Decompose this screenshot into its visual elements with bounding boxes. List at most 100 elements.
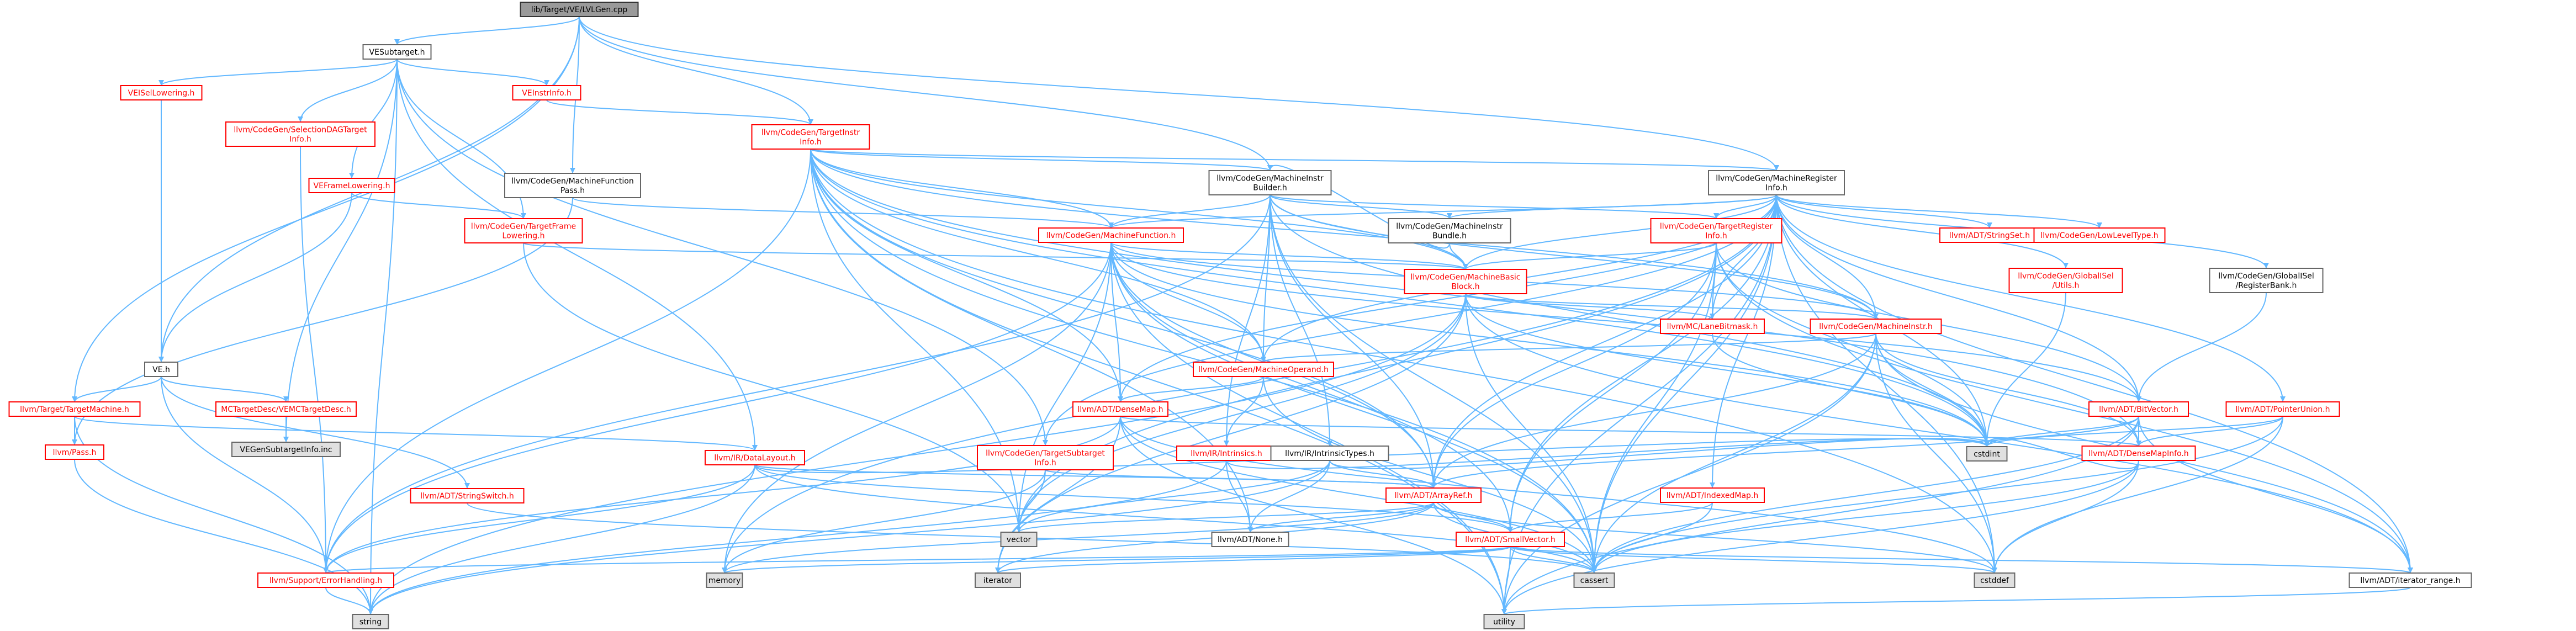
node-vesubtarget[interactable]: VESubtarget.h [362, 44, 432, 60]
dependency-edge [1270, 194, 1330, 447]
dependency-edge [810, 149, 1876, 320]
dependency-edge [1594, 416, 2283, 574]
node-string[interactable]: string [352, 614, 389, 629]
edge-arrowhead [1016, 527, 1022, 532]
node-memory[interactable]: memory [706, 572, 743, 588]
node-machineinstr[interactable]: llvm/CodeGen/MachineInstr.h [1810, 319, 1942, 334]
edge-arrowhead [283, 396, 289, 402]
dependency-edge [74, 197, 573, 446]
node-none[interactable]: llvm/ADT/None.h [1211, 532, 1289, 547]
node-label: Info.h [289, 135, 311, 144]
edge-arrowhead [464, 483, 470, 489]
dependency-edge [810, 149, 1595, 574]
edge-arrowhead [1224, 441, 1229, 446]
node-arrayref[interactable]: llvm/ADT/ArrayRef.h [1385, 487, 1482, 503]
node-cassert[interactable]: cassert [1573, 572, 1615, 588]
node-veframelowering[interactable]: VEFrameLowering.h [308, 178, 395, 193]
node-errorhandling[interactable]: llvm/Support/ErrorHandling.h [257, 572, 394, 588]
node-intrinsictypes[interactable]: llvm/IR/IntrinsicTypes.h [1270, 446, 1389, 461]
node-label: llvm/MC/LaneBitmask.h [1667, 322, 1758, 331]
edge-arrowhead [2280, 396, 2286, 402]
dependency-edge [1594, 194, 1777, 574]
node-machineoperand[interactable]: llvm/CodeGen/MachineOperand.h [1193, 362, 1334, 377]
dependency-edge [1712, 194, 1777, 489]
edge-arrowhead [1774, 165, 1779, 171]
node-pointerunion[interactable]: llvm/ADT/PointerUnion.h [2225, 401, 2340, 417]
node-box [1708, 170, 1845, 195]
dependency-edge [810, 149, 1112, 229]
edge-arrowhead [368, 609, 373, 614]
edge-arrowhead [323, 568, 329, 573]
node-ve-h[interactable]: VE.h [144, 362, 178, 377]
node-indexedmap[interactable]: llvm/ADT/IndexedMap.h [1660, 487, 1765, 503]
node-veinstrinfo[interactable]: VEInstrInfo.h [512, 85, 581, 100]
node-iterator-range[interactable]: llvm/ADT/iterator_range.h [2348, 572, 2472, 588]
node-machinefunction[interactable]: llvm/CodeGen/MachineFunction.h [1038, 227, 1184, 243]
node-box [1974, 572, 2016, 588]
node-registerbank[interactable]: llvm/CodeGen/GlobalISel/RegisterBank.h [2209, 268, 2324, 293]
node-cstddef[interactable]: cstddef [1974, 572, 2016, 588]
dependency-edge [325, 587, 371, 615]
node-label: Block.h [1451, 283, 1479, 291]
node-mctargetdesc[interactable]: MCTargetDesc/VEMCTargetDesc.h [215, 401, 357, 417]
node-vegensubtargetinfo[interactable]: VEGenSubtargetInfo.inc [231, 442, 341, 457]
node-label: Info.h [1705, 232, 1727, 241]
node-vector[interactable]: vector [1000, 532, 1038, 547]
dependency-edge [1776, 194, 2411, 574]
node-stringset[interactable]: llvm/ADT/StringSet.h [1939, 227, 2040, 243]
node-box [2225, 401, 2340, 417]
node-datalayout[interactable]: llvm/IR/DataLayout.h [705, 450, 805, 465]
node-pass[interactable]: llvm/Pass.h [45, 444, 104, 460]
dependency-edge [74, 376, 162, 402]
node-box [45, 444, 104, 460]
node-label: llvm/CodeGen/TargetRegister [1660, 222, 1773, 231]
node-lanebitmask[interactable]: llvm/MC/LaneBitmask.h [1660, 319, 1765, 334]
edge-arrowhead [72, 396, 77, 402]
edge-arrowhead [1507, 527, 1513, 532]
node-intrinsics[interactable]: llvm/IR/Intrinsics.h [1176, 446, 1277, 461]
dependency-edge [810, 149, 1264, 363]
edge-arrowhead [722, 568, 727, 573]
node-veisellowering[interactable]: VEISelLowering.h [120, 85, 203, 100]
node-targetmachine[interactable]: llvm/Target/TargetMachine.h [8, 401, 141, 417]
node-label: llvm/CodeGen/TargetInstr [761, 129, 860, 137]
edge-arrowhead [158, 357, 164, 362]
dependency-edge [1263, 333, 1876, 363]
node-label: MCTargetDesc/VEMCTargetDesc.h [221, 405, 351, 414]
edge-arrowhead [2136, 441, 2141, 446]
dependency-edge [161, 376, 468, 489]
edge-arrowhead [1261, 357, 1266, 362]
node-lowleveltype[interactable]: llvm/CodeGen/LowLevelType.h [2033, 227, 2166, 243]
node-densemap[interactable]: llvm/ADT/DenseMap.h [1072, 401, 1168, 417]
node-iterator[interactable]: iterator [975, 572, 1021, 588]
dependency-edge [724, 469, 1046, 574]
node-smallvector[interactable]: llvm/ADT/SmallVector.h [1456, 532, 1565, 547]
node-label: llvm/IR/IntrinsicTypes.h [1285, 449, 1374, 458]
dependency-edge [1110, 242, 2139, 402]
dependency-edge [161, 59, 398, 86]
node-utility[interactable]: utility [1483, 614, 1525, 629]
node-densemapinfo[interactable]: llvm/ADT/DenseMapInfo.h [2081, 446, 2196, 461]
node-root[interactable]: lib/Target/VE/LVLGen.cpp [520, 2, 639, 17]
node-box [2033, 227, 2166, 243]
dependency-edge [1250, 460, 1330, 533]
dependency-edge [1110, 242, 1987, 447]
node-bitvector[interactable]: llvm/ADT/BitVector.h [2088, 401, 2189, 417]
node-stringswitch[interactable]: llvm/ADT/StringSwitch.h [410, 488, 525, 503]
node-label: VEGenSubtargetInfo.inc [240, 446, 332, 454]
node-globalisel-utils[interactable]: llvm/CodeGen/GlobalISel/Utils.h [2008, 268, 2123, 293]
node-label: llvm/ADT/StringSet.h [1949, 231, 2030, 240]
node-label: Pass.h [560, 187, 585, 195]
node-label: llvm/CodeGen/LowLevelType.h [2040, 231, 2158, 240]
node-cstdint[interactable]: cstdint [1966, 446, 2008, 462]
